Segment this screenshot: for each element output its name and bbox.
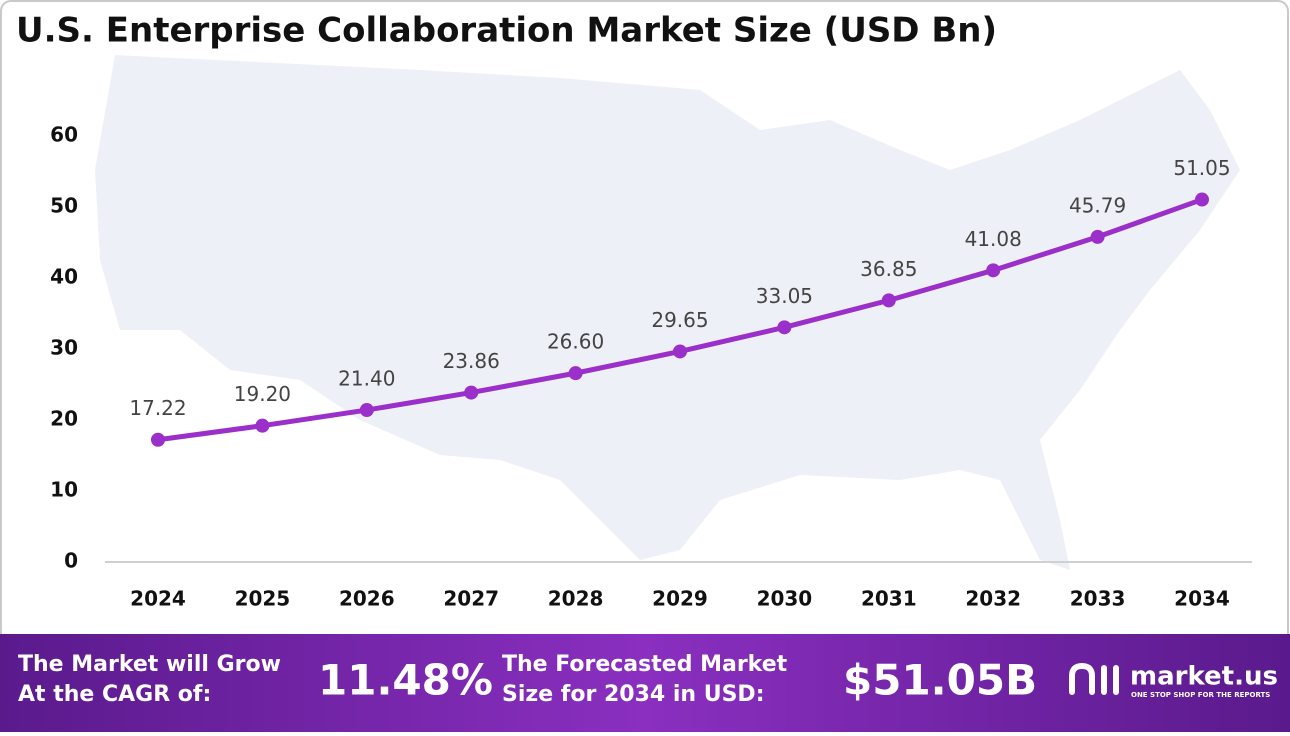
- x-tick-label: 2029: [652, 587, 708, 611]
- point: [464, 385, 479, 400]
- y-tick-label: 40: [50, 265, 78, 289]
- x-tick-label: 2028: [548, 587, 604, 611]
- x-tick-label: 2024: [130, 587, 186, 611]
- point: [1090, 229, 1105, 244]
- point: [986, 263, 1001, 278]
- chart-title: U.S. Enterprise Collaboration Market Siz…: [16, 11, 997, 51]
- point: [1195, 192, 1209, 207]
- y-tick-label: 0: [64, 549, 78, 573]
- x-tick-label: 2032: [965, 587, 1021, 611]
- value-label: 41.08: [965, 227, 1022, 251]
- value-label: 51.05: [1173, 156, 1230, 180]
- y-tick-label: 10: [50, 478, 78, 502]
- value-label: 36.85: [860, 257, 917, 281]
- value-label: 19.20: [234, 382, 291, 406]
- cagr-label: At the CAGR of:: [18, 682, 211, 707]
- y-tick-label: 30: [50, 336, 78, 360]
- value-label: 45.79: [1069, 193, 1126, 217]
- value-label: 29.65: [651, 308, 708, 332]
- cagr-label: The Market will Grow: [18, 652, 281, 677]
- point: [359, 403, 374, 418]
- point: [151, 432, 165, 447]
- x-tick-label: 2027: [443, 587, 499, 611]
- forecast-label: Size for 2034 in USD:: [502, 682, 765, 707]
- point: [568, 366, 583, 381]
- x-tick-label: 2030: [757, 587, 813, 611]
- footer: The Market will Grow At the CAGR of: 11.…: [18, 652, 1278, 707]
- point: [255, 418, 270, 433]
- logo-icon: [1069, 662, 1119, 695]
- value-label: 21.40: [338, 367, 395, 391]
- point: [673, 344, 687, 359]
- value-label: 17.22: [129, 396, 186, 420]
- point: [881, 293, 896, 308]
- x-tick-label: 2033: [1070, 587, 1126, 611]
- x-tick-label: 2026: [339, 587, 395, 611]
- map-background: [95, 55, 1240, 570]
- x-tick-label: 2034: [1174, 587, 1230, 611]
- value-label: 23.86: [443, 349, 500, 373]
- y-tick-label: 50: [50, 194, 78, 218]
- logo-text: market.us: [1130, 662, 1278, 692]
- x-tick-label: 2025: [235, 587, 291, 611]
- logo-tagline: ONE STOP SHOP FOR THE REPORTS: [1131, 691, 1270, 699]
- forecast-label: The Forecasted Market: [502, 652, 788, 677]
- forecast-value: $51.05B: [843, 656, 1037, 705]
- y-tick-label: 20: [50, 407, 78, 431]
- point: [777, 320, 792, 335]
- value-label: 26.60: [547, 330, 604, 354]
- value-label: 33.05: [756, 284, 813, 308]
- y-tick-label: 60: [50, 123, 78, 147]
- x-tick-label: 2031: [861, 587, 917, 611]
- cagr-value: 11.48%: [318, 656, 493, 705]
